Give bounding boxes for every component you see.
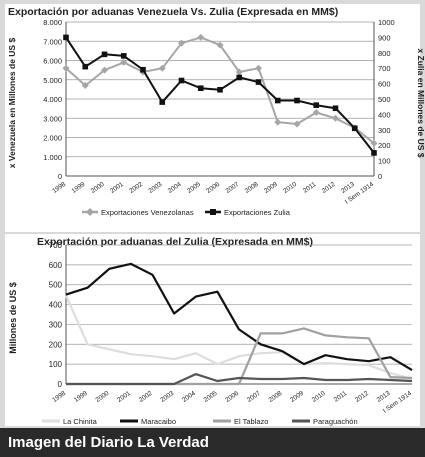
y2-tick-label: 600: [378, 80, 391, 89]
data-point-exportaciones-zulia: [255, 79, 262, 85]
series-line-paraguachon: [66, 373, 413, 386]
legend-venezuela-marker: [86, 208, 94, 216]
data-point-exportaciones-venezolanas: [216, 41, 224, 49]
data-point-exportaciones-zulia: [82, 63, 89, 70]
data-point-exportaciones-venezolanas: [197, 33, 205, 41]
data-point-exportaciones-zulia: [217, 86, 223, 93]
y-tick-label: 500: [49, 281, 63, 290]
y2-tick-label: 0: [378, 172, 382, 181]
data-point-exportaciones-venezolanas: [312, 108, 320, 116]
y2-tick-label: 800: [378, 49, 391, 58]
data-point-exportaciones-venezolanas: [158, 64, 166, 72]
legend-el-tablazo-label: El Tablazo: [234, 417, 268, 426]
data-point-exportaciones-venezolanas: [120, 58, 128, 66]
y2-tick-label: 200: [378, 141, 391, 150]
y2-tick-label: 700: [378, 64, 391, 73]
y-tick-label: 5.000: [43, 76, 62, 85]
y-tick-label: 200: [49, 340, 63, 349]
data-point-exportaciones-zulia: [63, 34, 69, 41]
y-tick-label: 600: [49, 261, 63, 270]
chart-1-title: Exportación por aduanas Venezuela Vs. Zu…: [8, 6, 338, 18]
y-tick-label: 700: [49, 241, 63, 250]
y2-tick-label: 400: [378, 110, 391, 119]
data-point-exportaciones-zulia: [294, 97, 300, 104]
data-point-exportaciones-zulia: [351, 125, 358, 132]
chart-1-y2-axis-label: x Zulia en Millones de US $: [416, 48, 425, 157]
y-tick-label: 4.000: [43, 95, 62, 104]
y-tick-label: 3.000: [43, 114, 62, 123]
legend-zulia-marker: [210, 209, 216, 215]
chart-2-panel: [5, 234, 420, 426]
data-point-exportaciones-zulia: [197, 85, 204, 92]
y2-tick-label: 100: [378, 157, 391, 166]
data-point-exportaciones-venezolanas: [81, 82, 89, 90]
data-point-exportaciones-venezolanas: [255, 64, 262, 72]
y-tick-label: 1.000: [43, 153, 62, 162]
data-point-exportaciones-zulia: [236, 74, 243, 81]
y2-tick-label: 300: [378, 126, 391, 135]
y2-tick-label: 500: [378, 95, 391, 104]
chart-2-y-axis-label: Millones de US $: [8, 282, 18, 354]
data-point-exportaciones-zulia: [274, 97, 281, 104]
legend-la-chinita-label: La Chinita: [63, 417, 98, 426]
y-tick-label: 100: [49, 360, 63, 369]
y-tick-label: 0: [58, 380, 63, 389]
y2-tick-label: 1000: [378, 18, 395, 27]
data-point-exportaciones-zulia: [313, 102, 320, 108]
series-line-la-chinita: [64, 295, 413, 381]
data-point-exportaciones-venezolanas: [178, 39, 185, 47]
data-point-exportaciones-zulia: [140, 66, 146, 73]
data-point-exportaciones-venezolanas: [332, 114, 339, 122]
data-point-exportaciones-zulia: [178, 77, 185, 84]
legend-maracaibo-label: Maracaibo: [141, 417, 176, 426]
data-point-exportaciones-venezolanas: [293, 120, 301, 128]
chart-1-y-axis-label: x Venezuela en Millones de US $: [7, 38, 17, 169]
y-tick-label: 300: [49, 320, 63, 329]
legend-zulia-label: Exportaciones Zulia: [224, 208, 291, 217]
legend-venezuela-label: Exportaciones Venezolanas: [101, 208, 194, 217]
data-point-exportaciones-venezolanas: [370, 139, 378, 147]
data-point-exportaciones-venezolanas: [274, 118, 282, 126]
y2-tick-label: 900: [378, 33, 391, 42]
chart-2-title: Exportación por aduanas del Zulia (Expre…: [37, 236, 313, 248]
data-point-exportaciones-zulia: [332, 105, 339, 112]
y-tick-label: 400: [49, 301, 63, 310]
y-tick-label: 8.000: [43, 18, 62, 27]
series-line-maracaibo: [65, 262, 413, 372]
data-point-exportaciones-zulia: [120, 53, 127, 59]
data-point-exportaciones-venezolanas: [62, 64, 70, 72]
data-point-exportaciones-zulia: [159, 99, 166, 105]
y-tick-label: 7.000: [43, 37, 62, 46]
data-point-exportaciones-venezolanas: [235, 68, 243, 76]
data-point-exportaciones-zulia: [371, 150, 377, 156]
data-point-exportaciones-zulia: [101, 51, 108, 58]
y-tick-label: 6.000: [43, 57, 62, 66]
data-point-exportaciones-venezolanas: [101, 66, 108, 74]
y-tick-label: 2.000: [43, 134, 62, 143]
legend-paraguachon-label: Paraguachón: [313, 417, 358, 426]
y-tick-label: 0: [58, 172, 62, 181]
image-caption: Imagen del Diario La Verdad: [0, 428, 425, 457]
charts-canvas: Exportación por aduanas Venezuela Vs. Zu…: [5, 4, 425, 426]
